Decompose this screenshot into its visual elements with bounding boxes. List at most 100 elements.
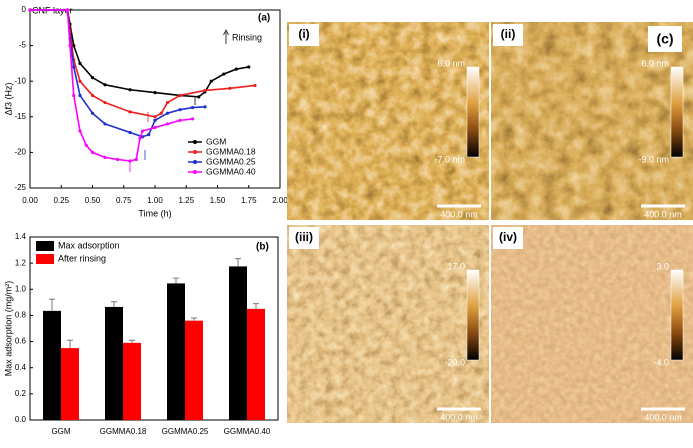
figure-label: (c)	[656, 31, 673, 47]
legend-swatch	[36, 241, 54, 251]
scale-bar-label: 400.0 nm	[644, 209, 682, 219]
x-tick-label: GGM	[51, 427, 70, 436]
data-point	[178, 118, 182, 122]
data-point	[72, 65, 76, 69]
data-point	[90, 150, 95, 154]
data-point	[190, 105, 195, 110]
data-point	[140, 135, 145, 139]
data-point	[128, 110, 132, 114]
y-axis-label: Δf3 (Hz)	[3, 82, 13, 115]
data-point	[222, 72, 226, 76]
data-point	[84, 143, 88, 147]
scale-top: 6.0 nm	[641, 58, 669, 68]
annotation: Rinsing	[232, 32, 262, 42]
x-tick-label: 1.25	[178, 196, 194, 205]
label-box	[648, 26, 682, 52]
x-tick-label: 1.75	[241, 196, 257, 205]
legend-swatch	[36, 254, 54, 264]
legend-marker	[193, 160, 197, 164]
data-point	[178, 108, 182, 112]
data-point	[138, 136, 142, 140]
x-tick-label: 0.00	[22, 196, 38, 205]
color-bar	[670, 269, 684, 361]
data-point	[134, 157, 138, 162]
data-line	[30, 9, 249, 98]
data-point	[128, 130, 132, 135]
panel-label: (ii)	[501, 27, 516, 41]
x-tick-label: 2.00	[272, 196, 288, 205]
y-tick-label: 0.6	[15, 337, 27, 346]
y-tick-label: -20	[14, 148, 26, 157]
data-point	[209, 79, 213, 83]
data-point	[247, 65, 251, 69]
error-bar	[129, 339, 135, 343]
legend-label: After rinsing	[58, 253, 106, 263]
y-tick-label: -25	[14, 183, 26, 192]
afm-image	[491, 225, 693, 423]
y-tick-label: -15	[14, 112, 26, 121]
x-tick-label: GGMMA0.40	[224, 427, 271, 436]
legend-label: Max adsorption	[58, 240, 120, 250]
legend-marker	[193, 170, 197, 174]
error-bar	[235, 258, 241, 267]
y-tick-label: 0.2	[15, 389, 27, 398]
data-point	[28, 8, 32, 12]
scale-bottom: -9.0 nm	[638, 154, 669, 164]
legend-label: GGM	[206, 136, 226, 146]
x-axis-label: Time (h)	[138, 208, 171, 218]
error-bar	[49, 298, 55, 311]
x-tick-label: GGMMA0.25	[162, 427, 209, 436]
bar	[185, 320, 203, 420]
y-tick-label: 0.8	[15, 311, 27, 320]
bar	[123, 342, 141, 420]
x-tick-label: 1.50	[210, 196, 226, 205]
data-point	[90, 111, 95, 115]
bar	[247, 308, 265, 420]
error-bar	[173, 277, 179, 284]
data-point	[90, 93, 95, 98]
label-box	[289, 227, 319, 249]
afm-image	[491, 22, 693, 220]
data-point	[203, 88, 207, 93]
bar	[229, 266, 247, 420]
y-tick-label: -5	[19, 41, 27, 50]
error-bar	[67, 339, 73, 349]
plot-frame	[29, 236, 279, 421]
data-point	[128, 159, 132, 163]
afm-image	[287, 225, 489, 423]
data-point	[78, 79, 82, 83]
y-tick-label: 0	[22, 5, 27, 14]
data-line	[30, 9, 256, 118]
data-point	[153, 90, 157, 95]
y-tick-label: -10	[14, 76, 26, 85]
rinsing-arrows	[129, 29, 229, 172]
scale-bottom: -4.0	[653, 357, 669, 367]
color-bar	[466, 66, 480, 158]
error-bar	[191, 317, 197, 321]
data-point	[65, 8, 70, 12]
label-box	[493, 24, 523, 46]
data-point	[165, 122, 170, 126]
data-point	[103, 155, 107, 159]
x-tick-label: 1.00	[147, 196, 163, 205]
legend-marker	[193, 150, 197, 154]
panel-label: (i)	[298, 27, 309, 41]
bar	[167, 283, 185, 420]
scale-bar-label: 400.0 nm	[440, 209, 478, 219]
y-tick-label: 0.0	[15, 415, 27, 424]
data-point	[103, 100, 107, 105]
data-point	[197, 95, 201, 99]
data-point	[153, 115, 157, 119]
x-tick-label: 0.50	[85, 196, 101, 205]
bar	[61, 348, 79, 420]
x-tick-label: 0.75	[116, 196, 132, 205]
legend-marker	[193, 140, 197, 144]
panel-label: (iv)	[499, 230, 517, 244]
label-box	[289, 24, 319, 46]
panel-label: (a)	[258, 13, 270, 24]
afm-image	[287, 22, 489, 220]
data-point	[128, 88, 132, 92]
data-point	[72, 93, 76, 98]
legend-label: GGMMA0.25	[206, 156, 256, 166]
scale-top: 17.0	[447, 261, 465, 271]
